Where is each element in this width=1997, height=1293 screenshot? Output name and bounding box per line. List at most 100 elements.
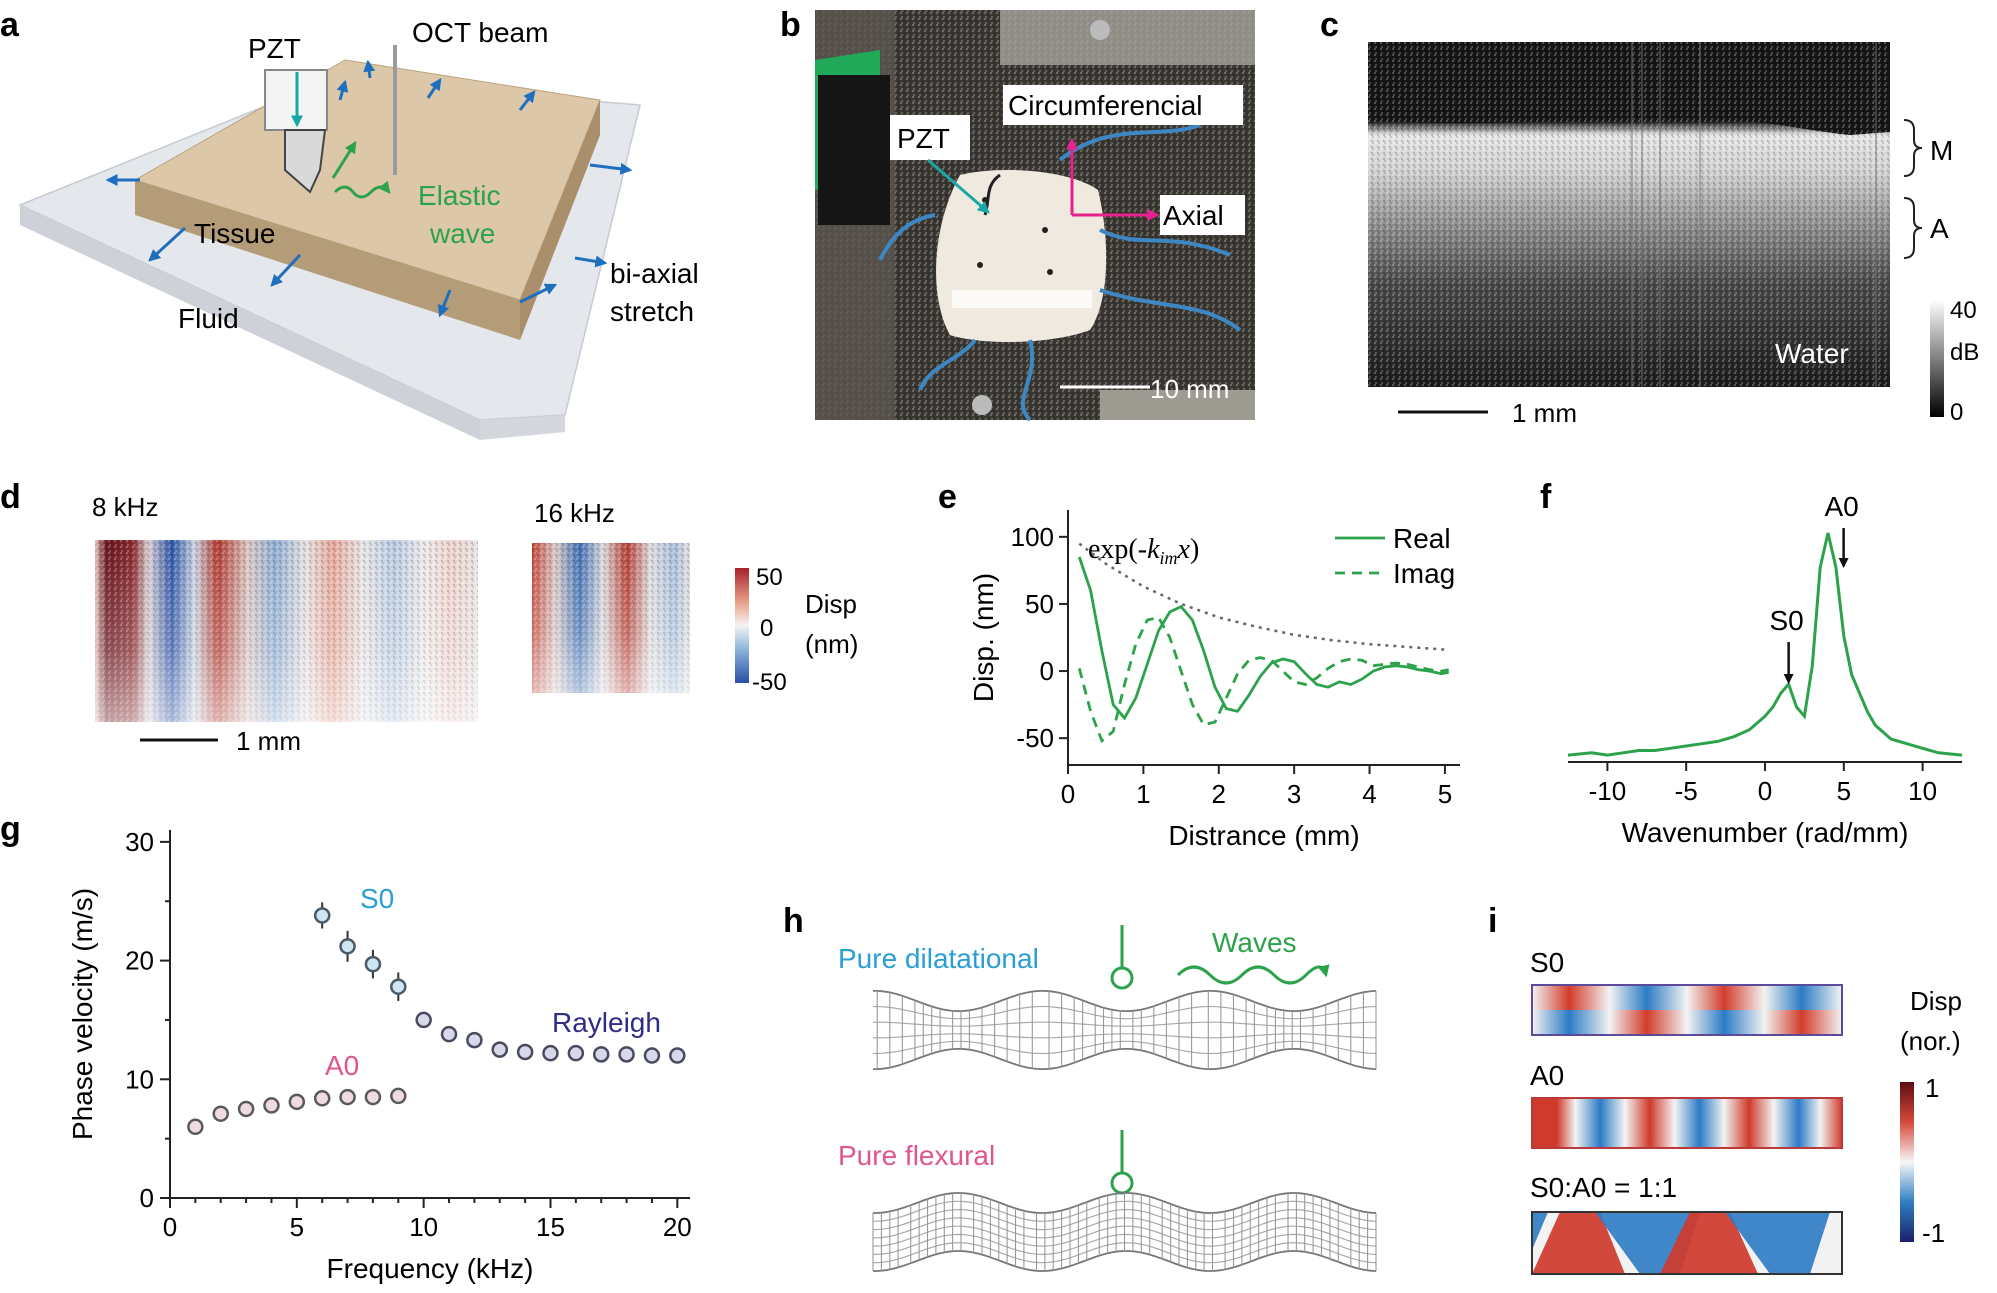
g-point-a0 bbox=[288, 1093, 306, 1111]
panel-i: i S0 A0 S0:A0 = 1:1 Disp (nor.) 1 -1 bbox=[1488, 902, 1962, 1275]
chart-f: f -10 -5 0 5 10 Wavenumber (rad/mm) S0 A0 bbox=[1540, 478, 1963, 848]
label-layer-a: A bbox=[1930, 213, 1949, 244]
g-label-s0: S0 bbox=[360, 883, 394, 914]
disp-map-8khz-fade bbox=[95, 540, 478, 722]
g-point-s0 bbox=[364, 955, 382, 973]
colorbar-db bbox=[1930, 300, 1944, 417]
f-x-axis-label: Wavenumber (rad/mm) bbox=[1622, 817, 1909, 848]
oct-speckle bbox=[1368, 42, 1890, 387]
cb-nor-label-2: (nor.) bbox=[1900, 1026, 1961, 1056]
tissue-highlight bbox=[952, 290, 1092, 308]
g-x-tick-label: 10 bbox=[409, 1212, 438, 1242]
cb-nm-label-2: (nm) bbox=[805, 629, 858, 659]
fluid-plate-edge bbox=[480, 415, 565, 440]
elastic-wave-arrow bbox=[333, 180, 391, 199]
e-x-tick-label: 2 bbox=[1212, 779, 1226, 809]
mesh-dilatational bbox=[873, 990, 1377, 1070]
g-point-rayleigh bbox=[542, 1044, 559, 1062]
probe-2 bbox=[1110, 1171, 1134, 1195]
label-i-mix: S0:A0 = 1:1 bbox=[1530, 1172, 1677, 1203]
g-point-s0 bbox=[339, 938, 356, 955]
g-y-axis-label: Phase velocity (m/s) bbox=[67, 888, 98, 1140]
g-point-rayleigh bbox=[415, 1011, 432, 1029]
panel-letter-d: d bbox=[0, 478, 21, 516]
photo-black-block bbox=[818, 75, 890, 225]
e-series-real bbox=[1077, 556, 1449, 721]
panel-letter-f: f bbox=[1540, 478, 1552, 516]
g-x-tick-label: 15 bbox=[536, 1212, 565, 1242]
e-x-axis-label: Distrance (mm) bbox=[1168, 820, 1359, 851]
cb-nm-label-1: Disp bbox=[805, 589, 857, 619]
mesh-row bbox=[873, 1250, 1377, 1272]
scale-label-b: 10 mm bbox=[1150, 374, 1229, 404]
g-label-a0: A0 bbox=[325, 1050, 359, 1081]
g-point-rayleigh bbox=[618, 1046, 635, 1063]
f-series-spectrum bbox=[1567, 532, 1963, 757]
e-x-tick-label: 4 bbox=[1362, 779, 1376, 809]
g-x-axis-label: Frequency (kHz) bbox=[327, 1253, 534, 1284]
label-pure-flexural: Pure flexural bbox=[838, 1140, 995, 1171]
g-point-s0 bbox=[313, 907, 331, 924]
cb-nm-min: -50 bbox=[752, 669, 787, 696]
e-annotation: exp(-kimx) bbox=[1088, 534, 1199, 568]
label-circumferencial: Circumferencial bbox=[1008, 90, 1203, 121]
panel-letter-b: b bbox=[780, 6, 801, 44]
g-x-tick-label: 0 bbox=[163, 1212, 177, 1242]
g-point-rayleigh bbox=[440, 1025, 458, 1043]
panel-letter-c: c bbox=[1320, 6, 1339, 44]
panel-letter-e: e bbox=[938, 478, 957, 516]
panel-letter-a: a bbox=[0, 6, 20, 44]
e-x-tick-label: 3 bbox=[1287, 779, 1301, 809]
mode-s0-top bbox=[1532, 985, 1842, 1010]
e-y-tick-label: 0 bbox=[1040, 656, 1054, 686]
g-point-rayleigh bbox=[567, 1044, 585, 1062]
e-x-tick-label: 0 bbox=[1061, 779, 1075, 809]
label-pzt-b: PZT bbox=[897, 123, 950, 154]
f-x-tick-label: 0 bbox=[1758, 776, 1772, 806]
panel-b: b PZT Circumferencial Axial bbox=[780, 6, 1255, 422]
g-point-a0 bbox=[390, 1087, 407, 1105]
label-layer-m: M bbox=[1930, 135, 1953, 166]
g-point-rayleigh bbox=[669, 1047, 686, 1064]
mode-mix-frame bbox=[1531, 1211, 1843, 1275]
tissue-front bbox=[135, 180, 520, 340]
label-pzt-a: PZT bbox=[248, 33, 301, 64]
f-x-tick-label: -10 bbox=[1589, 776, 1627, 806]
pzt-b-arrow bbox=[927, 158, 990, 214]
label-tissue: Tissue bbox=[194, 218, 275, 249]
cb-nm-mid: 0 bbox=[760, 615, 773, 642]
cb-nor-label-1: Disp bbox=[1910, 986, 1962, 1016]
panel-d: d 8 kHz 16 kHz 50 0 -50 Disp (nm) 1 mm bbox=[0, 478, 858, 756]
cb-db-unit: dB bbox=[1950, 339, 1979, 366]
mesh-row bbox=[873, 1048, 1377, 1070]
f-x-tick-label: 10 bbox=[1908, 776, 1937, 806]
panel-letter-i: i bbox=[1488, 902, 1497, 940]
g-point-a0 bbox=[339, 1088, 356, 1106]
scale-label-d: 1 mm bbox=[236, 726, 301, 756]
label-i-s0: S0 bbox=[1530, 947, 1564, 978]
label-elastic: Elastic bbox=[418, 180, 500, 211]
panel-letter-h: h bbox=[783, 902, 804, 940]
e-x-tick-label: 1 bbox=[1136, 779, 1150, 809]
colorbar-disp-nor bbox=[1900, 1082, 1914, 1242]
panel-a: a PZT OCT beam Elastic wave bbox=[0, 6, 699, 440]
e-y-tick-label: -50 bbox=[1016, 723, 1054, 753]
e-series-imag bbox=[1077, 615, 1449, 744]
chart-g: g 0 5 10 15 20 0 10 20 30 Frequency (kHz) Phase ve… bbox=[0, 810, 692, 1284]
e-y-axis-label: Disp. (nm) bbox=[968, 573, 999, 702]
f-x-tick-label: -5 bbox=[1675, 776, 1698, 806]
photo-screw-2 bbox=[1090, 20, 1110, 40]
g-label-rayleigh: Rayleigh bbox=[552, 1007, 661, 1038]
label-wave: wave bbox=[429, 218, 495, 249]
g-y-tick-label: 30 bbox=[125, 827, 154, 857]
g-y-tick-label: 10 bbox=[125, 1064, 154, 1094]
label-waves: Waves bbox=[1212, 927, 1297, 958]
label-i-a0: A0 bbox=[1530, 1060, 1564, 1091]
label-fluid: Fluid bbox=[178, 303, 239, 334]
colorbar-disp-nm bbox=[735, 568, 749, 683]
g-point-rayleigh bbox=[643, 1047, 661, 1064]
g-point-s0 bbox=[390, 978, 407, 995]
f-label-s0: S0 bbox=[1770, 605, 1804, 636]
label-box-pzt bbox=[890, 115, 970, 160]
